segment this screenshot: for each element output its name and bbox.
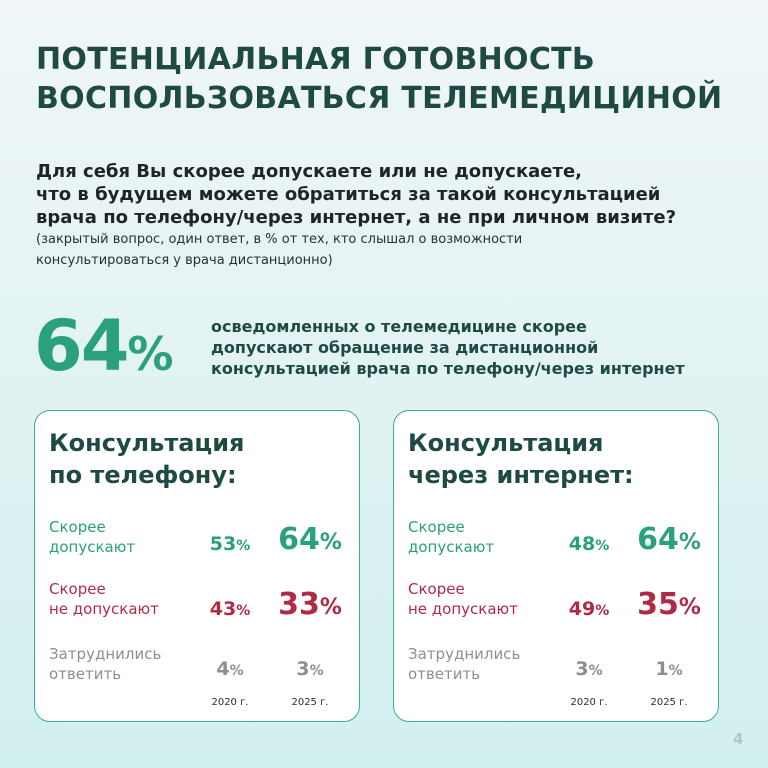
year-label-2020: 2020 г. <box>211 697 249 708</box>
row-label-line: допускают <box>408 538 495 556</box>
value-2025-unsure: 1% <box>624 657 714 683</box>
phone-consultation-card: Консультация по телефону: Скорее допуска… <box>34 410 360 722</box>
row-label-line: не допускают <box>408 600 518 618</box>
value-number: 3 <box>575 658 589 680</box>
value-number: 64 <box>637 522 679 557</box>
value-2020-accept: 53% <box>205 532 255 558</box>
headline-line: осведомленных о телемедицине скорее <box>211 317 587 336</box>
value-2025-accept: 64% <box>624 522 714 561</box>
value-2025-accept: 64% <box>265 522 355 561</box>
year-label-2025: 2025 г. <box>650 697 688 708</box>
headline-line: консультацией врача по телефону/через ин… <box>211 359 685 378</box>
value-number: 4 <box>216 658 230 680</box>
percent-sign: % <box>236 538 251 554</box>
value-number: 53 <box>209 533 237 555</box>
row-label-line: Скорее <box>49 580 106 598</box>
row-label-line: Затруднились <box>49 645 162 663</box>
note-line: консультироваться у врача дистанционно) <box>36 253 333 268</box>
page-title-line: ВОСПОЛЬЗОВАТЬСЯ ТЕЛЕМЕДИЦИНОЙ <box>36 81 723 116</box>
value-2020-reject: 43% <box>205 597 255 623</box>
value-number: 35 <box>637 587 679 622</box>
value-number: 1 <box>655 658 669 680</box>
headline-percent-sign: % <box>127 327 174 381</box>
value-2020-unsure: 4% <box>205 657 255 683</box>
percent-sign: % <box>668 663 683 679</box>
percent-sign: % <box>678 595 701 620</box>
row-label-line: не допускают <box>49 600 159 618</box>
row-label-line: допускают <box>49 538 136 556</box>
row-label-reject: Скорее не допускают <box>49 579 159 619</box>
value-2020-reject: 49% <box>564 597 614 623</box>
page-title: ПОТЕНЦИАЛЬНАЯ ГОТОВНОСТЬ ВОСПОЛЬЗОВАТЬСЯ… <box>36 40 756 118</box>
headline-percent: 64% <box>34 306 174 394</box>
card-title-line: через интернет: <box>408 461 634 489</box>
year-label-2025: 2025 г. <box>291 697 329 708</box>
headline-line: допускают обращение за дистанционной <box>211 338 599 357</box>
percent-sign: % <box>236 603 251 619</box>
card-title: Консультация по телефону: <box>49 427 244 491</box>
value-2025-reject: 33% <box>265 587 355 626</box>
value-number: 48 <box>568 533 596 555</box>
year-label-2020: 2020 г. <box>570 697 608 708</box>
row-label-unsure: Затруднились ответить <box>49 644 161 684</box>
percent-sign: % <box>595 603 610 619</box>
value-number: 3 <box>296 658 310 680</box>
value-2020-accept: 48% <box>564 532 614 558</box>
card-title-line: Консультация <box>408 429 604 457</box>
percent-sign: % <box>319 530 342 555</box>
question-line: что в будущем можете обратиться за такой… <box>36 184 661 205</box>
headline-percent-value: 64 <box>34 305 129 387</box>
value-2025-reject: 35% <box>624 587 714 626</box>
value-2020-unsure: 3% <box>564 657 614 683</box>
question-line: врача по телефону/через интернет, а не п… <box>36 207 677 228</box>
percent-sign: % <box>319 595 342 620</box>
row-label-line: ответить <box>408 665 481 683</box>
value-number: 49 <box>568 598 596 620</box>
row-label-accept: Скорее допускают <box>408 517 494 557</box>
page-number: 4 <box>733 730 744 748</box>
card-title-line: Консультация <box>49 429 245 457</box>
row-label-line: Скорее <box>408 580 465 598</box>
value-number: 33 <box>278 587 320 622</box>
question-line: Для себя Вы скорее допускаете или не доп… <box>36 161 582 182</box>
row-label-line: ответить <box>49 665 122 683</box>
page-title-line: ПОТЕНЦИАЛЬНАЯ ГОТОВНОСТЬ <box>36 42 596 77</box>
percent-sign: % <box>229 663 244 679</box>
row-label-line: Скорее <box>408 518 465 536</box>
value-number: 43 <box>209 598 237 620</box>
internet-consultation-card: Консультация через интернет: Скорее допу… <box>393 410 719 722</box>
value-2025-unsure: 3% <box>265 657 355 683</box>
percent-sign: % <box>588 663 603 679</box>
row-label-accept: Скорее допускают <box>49 517 135 557</box>
percent-sign: % <box>678 530 701 555</box>
card-title-line: по телефону: <box>49 461 237 489</box>
note-line: (закрытый вопрос, один ответ, в % от тех… <box>36 232 523 247</box>
row-label-reject: Скорее не допускают <box>408 579 518 619</box>
question-note: (закрытый вопрос, один ответ, в % от тех… <box>36 229 676 271</box>
row-label-line: Затруднились <box>408 645 521 663</box>
value-number: 64 <box>278 522 320 557</box>
row-label-line: Скорее <box>49 518 106 536</box>
headline-text: осведомленных о телемедицине скорее допу… <box>211 316 751 379</box>
survey-question: Для себя Вы скорее допускаете или не доп… <box>36 160 756 229</box>
card-title: Консультация через интернет: <box>408 427 634 491</box>
percent-sign: % <box>309 663 324 679</box>
row-label-unsure: Затруднились ответить <box>408 644 520 684</box>
percent-sign: % <box>595 538 610 554</box>
